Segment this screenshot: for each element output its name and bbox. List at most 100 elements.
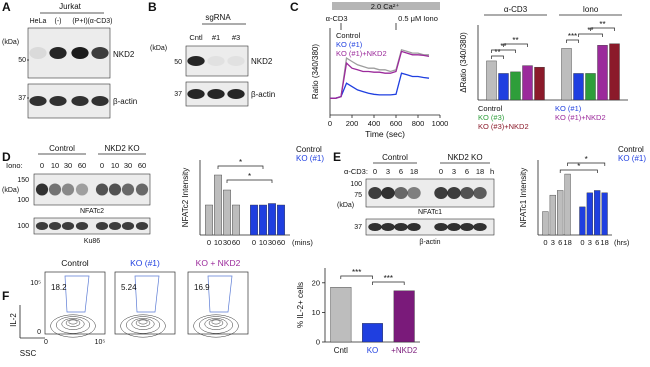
significance-bracket bbox=[372, 281, 405, 285]
gate bbox=[64, 275, 90, 313]
band-label: β-actin bbox=[251, 90, 275, 99]
label: 150 bbox=[17, 177, 29, 184]
blot-band bbox=[75, 222, 89, 230]
bar bbox=[561, 48, 572, 101]
significance-bracket bbox=[559, 169, 598, 173]
significance-bracket bbox=[567, 162, 606, 166]
group-label: Iono bbox=[583, 5, 599, 14]
annotation: α-CD3 bbox=[326, 14, 348, 23]
label: NKD2 KO bbox=[447, 153, 482, 162]
bar bbox=[594, 190, 601, 236]
bar bbox=[205, 204, 213, 236]
label: (kDa) bbox=[2, 39, 19, 46]
legend-entry: Control bbox=[296, 145, 322, 154]
band-label: NKD2 bbox=[251, 57, 273, 66]
significance: * bbox=[577, 162, 580, 171]
bar bbox=[564, 173, 571, 236]
lane-label: 3 bbox=[452, 167, 456, 176]
label: 50 bbox=[174, 59, 182, 66]
band-label: Ku86 bbox=[84, 238, 100, 245]
lane-label: #3 bbox=[232, 33, 240, 42]
bar bbox=[579, 206, 586, 236]
significance: ** bbox=[599, 20, 605, 29]
blot-band bbox=[187, 89, 205, 99]
label: α-CD3: bbox=[344, 167, 368, 176]
blot-band bbox=[407, 223, 421, 231]
group-label: α-CD3 bbox=[504, 5, 528, 14]
x-tick-label: 600 bbox=[390, 119, 403, 128]
legend-entry: KO (#3) bbox=[478, 113, 505, 122]
legend-entry: KO (#1) bbox=[336, 40, 363, 49]
lane-label: 18 bbox=[476, 167, 484, 176]
label: h bbox=[490, 167, 494, 176]
lane-label: (P+I) bbox=[72, 18, 87, 25]
significance-bracket bbox=[590, 27, 615, 31]
blot-band bbox=[473, 223, 487, 231]
band-label: NFATc1 bbox=[418, 209, 442, 216]
axis-label: SSC bbox=[20, 349, 37, 358]
band-label: NKD2 bbox=[113, 50, 135, 59]
panel-label: A bbox=[2, 0, 11, 14]
axis-label: NFATc1 Intensity bbox=[519, 168, 528, 227]
blot-band bbox=[121, 222, 135, 230]
bar bbox=[330, 287, 352, 343]
blot-band bbox=[368, 223, 382, 231]
bar bbox=[597, 45, 608, 101]
flow-frame bbox=[44, 271, 106, 335]
bar bbox=[277, 204, 285, 236]
legend-entry: KO (#3)+NKD2 bbox=[478, 122, 529, 131]
bar bbox=[609, 43, 620, 101]
significance: ** bbox=[494, 48, 500, 57]
label: (kDa) bbox=[337, 202, 354, 209]
bar bbox=[510, 71, 521, 101]
blot-band bbox=[434, 223, 448, 231]
y-tick-label: 10 bbox=[312, 308, 320, 317]
lane-label: 10 bbox=[51, 161, 59, 170]
label: 100 bbox=[350, 181, 362, 188]
blot-band bbox=[447, 223, 461, 231]
trace bbox=[330, 50, 430, 99]
legend-entry: Control bbox=[336, 31, 361, 40]
lane-label: 30 bbox=[124, 161, 132, 170]
blot-band bbox=[473, 187, 487, 199]
x-tick-label: 800 bbox=[412, 119, 425, 128]
blot-band bbox=[75, 183, 89, 196]
axis-label: Time (sec) bbox=[365, 129, 405, 139]
flow-contour bbox=[198, 316, 234, 334]
x-tick-label: 60 bbox=[277, 238, 285, 247]
x-tick-label: 30 bbox=[223, 238, 231, 247]
flow-contour bbox=[211, 319, 221, 325]
blot-band bbox=[460, 187, 474, 199]
flow-contour bbox=[65, 319, 81, 327]
blot-band bbox=[108, 183, 122, 196]
gate-percentage: 16.9 bbox=[194, 283, 210, 292]
blot-band bbox=[394, 223, 408, 231]
label: Jurkat bbox=[59, 2, 82, 11]
significance: *** bbox=[568, 32, 577, 41]
x-unit: (hrs) bbox=[614, 238, 630, 247]
flow-contour bbox=[125, 316, 161, 334]
bar bbox=[232, 204, 240, 236]
significance-bracket bbox=[566, 39, 579, 43]
tick-label: 0 bbox=[44, 339, 48, 346]
lane-label: 0 bbox=[40, 161, 44, 170]
flow-contour bbox=[50, 314, 96, 338]
x-tick-label: Cntl bbox=[334, 346, 348, 355]
significance-bracket bbox=[491, 49, 516, 53]
x-tick-label: 10 bbox=[259, 238, 267, 247]
bar bbox=[393, 290, 415, 343]
bar bbox=[259, 204, 267, 236]
flow-contour bbox=[208, 319, 224, 327]
lane-label: Cntl bbox=[189, 33, 203, 42]
bar bbox=[268, 203, 276, 236]
label: 100 bbox=[17, 197, 29, 204]
gate bbox=[207, 275, 233, 313]
bar bbox=[601, 192, 608, 236]
blot-band bbox=[71, 96, 89, 106]
lane-label: 3 bbox=[386, 167, 390, 176]
flow-contour bbox=[55, 316, 91, 334]
significance-bracket bbox=[491, 55, 504, 59]
y-tick-label: 20 bbox=[312, 278, 320, 287]
x-tick-label: 6 bbox=[595, 238, 599, 247]
x-tick-label: 10 bbox=[214, 238, 222, 247]
